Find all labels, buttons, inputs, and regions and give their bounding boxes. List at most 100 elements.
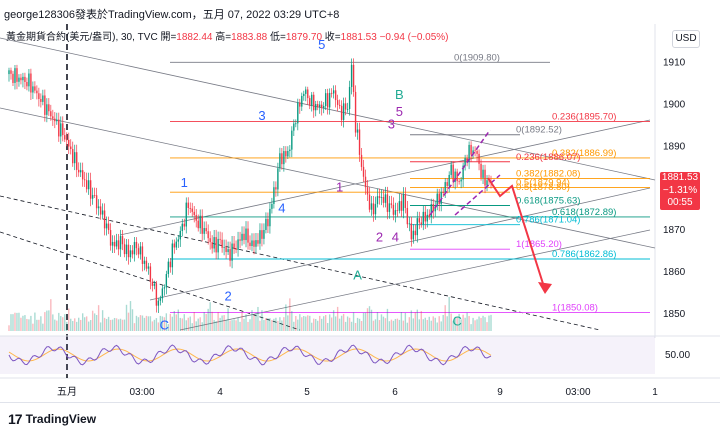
candle-body xyxy=(293,123,295,131)
candle-body xyxy=(267,218,269,227)
candle-body xyxy=(422,211,424,225)
candle-body xyxy=(42,95,44,102)
wave-label: 5 xyxy=(396,104,403,119)
candle-body xyxy=(420,222,422,225)
candle-body xyxy=(28,73,30,87)
volume-bar xyxy=(181,318,183,331)
candle-body xyxy=(428,214,430,217)
candle-body xyxy=(205,228,207,232)
candle-body xyxy=(195,215,197,221)
volume-bar xyxy=(169,313,172,331)
candle-body xyxy=(52,116,54,119)
candle-body xyxy=(486,180,488,186)
candle-body xyxy=(175,241,178,248)
candle-body xyxy=(143,260,146,264)
candle-body xyxy=(378,196,381,198)
candle-body xyxy=(245,228,247,241)
tradingview-brand[interactable]: 17 TradingView xyxy=(8,410,96,428)
volume-bar xyxy=(221,315,223,331)
wave-label: A xyxy=(353,267,362,282)
volume-bar xyxy=(24,315,26,331)
currency-selector[interactable]: USD xyxy=(672,30,700,48)
candle-body xyxy=(199,215,201,229)
volume-bar xyxy=(237,317,239,331)
wave-label: 4 xyxy=(392,230,399,245)
candle-body xyxy=(313,94,315,111)
candle-body xyxy=(358,129,361,155)
wave-label: 1 xyxy=(181,175,188,190)
fib-level-label: 0(1909.80) xyxy=(454,52,500,63)
time-tick-label: 9 xyxy=(497,387,503,398)
candle-body xyxy=(374,204,377,215)
volume-bar xyxy=(402,320,405,331)
volume-bar xyxy=(468,316,470,331)
candle-body xyxy=(189,207,191,209)
volume-bar xyxy=(191,323,193,331)
volume-bar xyxy=(309,315,311,331)
candle-body xyxy=(446,182,448,186)
volume-bar xyxy=(145,315,148,331)
volume-bar xyxy=(229,320,231,331)
volume-bar xyxy=(225,319,227,331)
candle-body xyxy=(406,207,409,225)
volume-bar xyxy=(426,319,428,331)
oscillator-band xyxy=(0,336,655,374)
volume-bar xyxy=(291,311,293,331)
candle-body xyxy=(153,283,156,286)
candle-body xyxy=(80,170,82,173)
fib-level-label: 0.786(1862.86) xyxy=(552,249,616,260)
volume-bar xyxy=(398,319,401,331)
candle-body xyxy=(253,240,255,247)
volume-bar xyxy=(139,315,142,331)
candle-body xyxy=(36,90,38,94)
candle-body xyxy=(402,194,405,211)
candle-body xyxy=(328,92,331,108)
candle-body xyxy=(58,119,60,137)
volume-bar xyxy=(358,318,361,331)
candle-body xyxy=(46,104,48,115)
volume-bar xyxy=(70,318,72,331)
volume-bar xyxy=(396,318,399,331)
candle-body xyxy=(16,68,18,82)
volume-bar xyxy=(303,316,305,331)
volume-bar xyxy=(151,321,154,331)
candle-body xyxy=(322,106,325,109)
candle-body xyxy=(185,202,187,227)
volume-bar xyxy=(95,314,98,331)
volume-bar xyxy=(135,315,138,331)
volume-bar xyxy=(121,319,124,331)
candle-body xyxy=(125,244,128,255)
candle-body xyxy=(197,220,199,229)
volume-bar xyxy=(10,314,12,331)
fib-level-label: 0.236(1886.07) xyxy=(516,152,580,163)
candle-body xyxy=(237,239,239,250)
candle-body xyxy=(321,104,323,109)
price-tick-label: 1900 xyxy=(663,99,686,110)
volume-bar xyxy=(78,317,80,331)
volume-bar xyxy=(480,317,482,331)
candle-body xyxy=(426,214,428,222)
candle-body xyxy=(468,144,470,162)
volume-bar xyxy=(368,306,371,331)
volume-bar xyxy=(89,320,92,331)
candle-body xyxy=(119,236,122,250)
volume-bar xyxy=(257,306,259,331)
candle-body xyxy=(390,203,393,205)
volume-bar xyxy=(456,317,458,331)
volume-bar xyxy=(103,317,106,331)
candle-body xyxy=(368,194,371,210)
volume-bar xyxy=(348,317,351,331)
candle-body xyxy=(382,197,385,203)
candle-body xyxy=(201,215,203,234)
volume-bar xyxy=(462,314,464,331)
candle-body xyxy=(458,181,460,183)
volume-bar xyxy=(189,316,191,331)
volume-bar xyxy=(330,317,333,331)
volume-bar xyxy=(133,323,136,331)
volume-bar xyxy=(452,320,454,331)
volume-bar xyxy=(211,311,213,331)
volume-bar xyxy=(245,314,247,331)
volume-bar xyxy=(64,314,66,331)
candle-body xyxy=(430,204,432,217)
